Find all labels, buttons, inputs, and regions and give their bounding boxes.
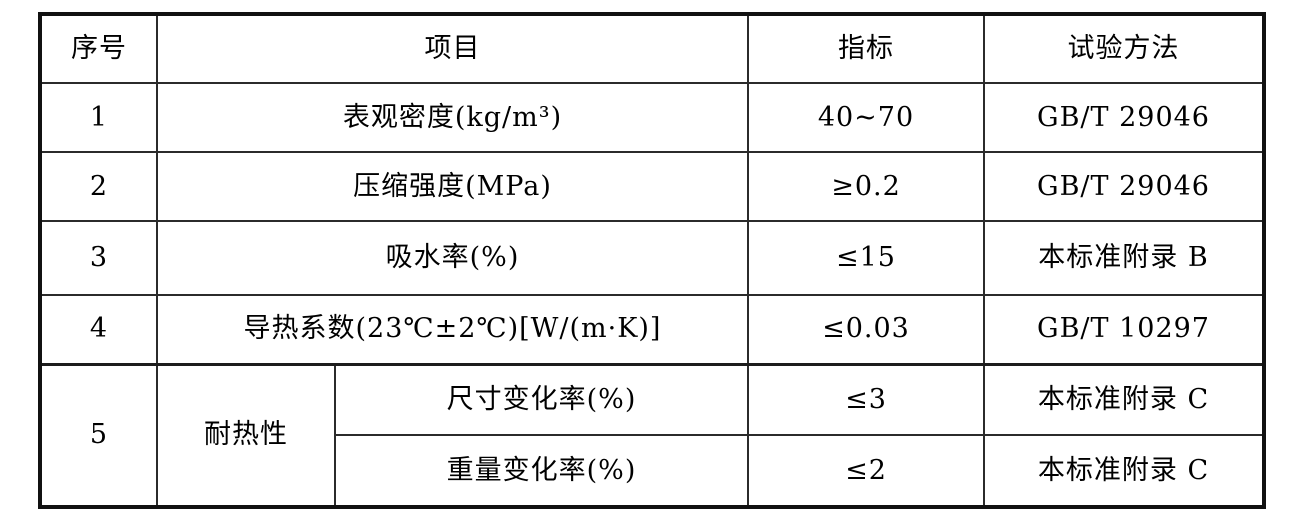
table-row-5b: 重量变化率(%) ≤2 本标准附录 C [40,434,1265,508]
cell-no: 5 [39,362,158,508]
cell-item: 导热系数(23℃±2℃)[W/(m·K)] [156,294,749,365]
cell-sub-item: 重量变化率(%) [334,434,749,508]
spec-table: 序号 项目 指标 试验方法 1 表观密度(kg/m³) 40~70 GB/T 2… [38,12,1266,509]
cell-method: GB/T 29046 [983,82,1265,153]
cell-index: ≥0.2 [747,151,985,222]
cell-item: 吸水率(%) [156,220,749,296]
cell-index: ≤3 [747,362,985,436]
header-index: 指标 [747,13,985,84]
table-row-3: 3 吸水率(%) ≤15 本标准附录 B [39,220,1265,296]
cell-item: 表观密度(kg/m³) [156,82,749,153]
cell-item: 压缩强度(MPa) [156,151,749,222]
cell-no: 1 [39,82,158,153]
cell-item-group: 耐热性 [156,362,336,508]
cell-method: 本标准附录 B [983,220,1265,296]
table-row-2: 2 压缩强度(MPa) ≥0.2 GB/T 29046 [39,151,1265,222]
cell-method: GB/T 29046 [983,151,1265,222]
cell-method: GB/T 10297 [983,294,1265,365]
cell-no: 3 [39,220,158,296]
table-row-4: 4 导热系数(23℃±2℃)[W/(m·K)] ≤0.03 GB/T 10297 [39,294,1265,365]
cell-index: ≤0.03 [747,294,985,365]
cell-index: ≤15 [747,220,985,296]
cell-no: 4 [39,294,158,365]
table-header-row: 序号 项目 指标 试验方法 [39,13,1265,84]
header-no: 序号 [39,13,158,84]
cell-method: 本标准附录 C [983,434,1265,508]
cell-index: 40~70 [747,82,985,153]
table-row-1: 1 表观密度(kg/m³) 40~70 GB/T 29046 [39,82,1265,153]
cell-index: ≤2 [747,434,985,508]
header-item: 项目 [156,13,749,84]
table-row-5a: 5 耐热性 尺寸变化率(%) ≤3 本标准附录 C [39,362,1265,508]
cell-no: 2 [39,151,158,222]
cell-sub-item: 尺寸变化率(%) [334,362,749,436]
cell-method: 本标准附录 C [983,362,1265,436]
header-method: 试验方法 [983,13,1265,84]
